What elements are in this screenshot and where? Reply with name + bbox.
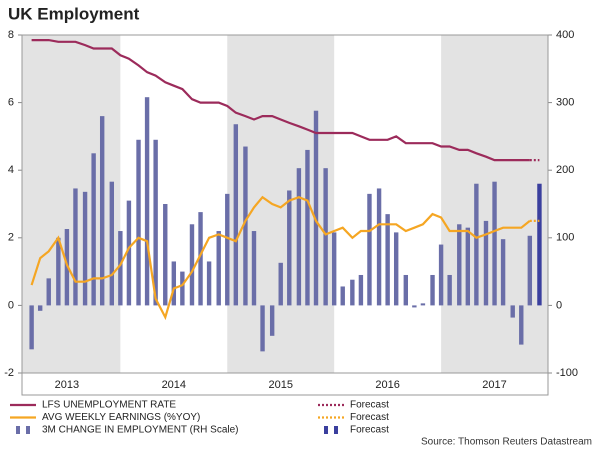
bar: [126, 200, 132, 306]
bar: [403, 274, 409, 306]
bar: [243, 146, 248, 306]
y2-tick-label: 400: [556, 29, 574, 41]
bar: [225, 193, 230, 306]
bar: [313, 110, 319, 306]
bar: [420, 303, 426, 306]
x-tick-label: 2013: [55, 379, 79, 391]
line: [31, 39, 530, 162]
bar: [492, 181, 497, 306]
bar: [527, 235, 533, 306]
bar: [82, 191, 88, 306]
x-tick-label: 2016: [375, 379, 399, 391]
chart-title: UK Employment: [8, 4, 140, 23]
bar: [260, 305, 265, 352]
bar: [350, 279, 355, 306]
bar: [305, 149, 310, 306]
bar: [144, 97, 150, 306]
bar: [287, 190, 292, 306]
bar: [56, 237, 61, 306]
source: Source: Thomson Reuters Datastream: [421, 437, 592, 448]
legend-swatch: [26, 426, 30, 434]
y-tick-label: 4: [8, 164, 14, 176]
y-tick-label: 0: [8, 299, 14, 311]
bar: [412, 305, 417, 308]
legend-label: LFS UNEMPLOYMENT RATE: [42, 400, 176, 411]
x-tick-label: 2015: [268, 379, 292, 391]
y2-tick-label: 100: [556, 232, 574, 244]
bar: [393, 232, 399, 306]
legend-label: Forecast: [350, 412, 389, 423]
bar: [331, 232, 337, 306]
y-tick-label: 6: [8, 97, 14, 109]
y2-tick-label: -100: [556, 367, 578, 379]
bar: [109, 181, 115, 306]
bar: [537, 183, 542, 306]
bar: [278, 262, 283, 306]
bar: [136, 139, 141, 306]
bar: [385, 214, 390, 306]
legend-swatch: [324, 426, 328, 434]
bar: [269, 305, 275, 336]
bar: [216, 231, 221, 306]
y-tick-label: -2: [4, 367, 14, 379]
bar: [73, 188, 78, 306]
bar: [46, 278, 51, 306]
bar: [180, 271, 185, 306]
bar: [233, 124, 239, 306]
bar: [99, 116, 105, 306]
legend-label: Forecast: [350, 400, 389, 411]
bar: [519, 305, 524, 345]
bar: [430, 274, 435, 306]
x-tick-label: 2014: [162, 379, 186, 391]
line: [30, 195, 531, 321]
bar: [447, 274, 452, 306]
bar: [340, 286, 345, 306]
y2-tick-label: 200: [556, 164, 574, 176]
bar: [206, 261, 212, 306]
bar: [29, 305, 34, 350]
plot-frame: [21, 34, 549, 396]
x-tick-label: 2017: [482, 379, 506, 391]
bar: [500, 239, 506, 306]
y-tick-label: 8: [8, 29, 14, 41]
bar: [198, 212, 203, 306]
legend-label: 3M CHANGE IN EMPLOYMENT (RH Scale): [42, 425, 239, 436]
bar: [474, 183, 479, 306]
y2-tick-label: 0: [556, 299, 562, 311]
legend-swatch: [16, 426, 20, 434]
year-band: [22, 35, 121, 373]
y-tick-label: 2: [8, 232, 14, 244]
bar: [358, 274, 364, 306]
bar: [483, 220, 489, 306]
bar: [510, 305, 515, 318]
bar: [296, 168, 302, 306]
bar: [153, 139, 158, 306]
bar: [91, 153, 96, 306]
bar: [376, 188, 382, 306]
bar: [438, 244, 444, 306]
legend-label: AVG WEEKLY EARNINGS (%YOY): [42, 412, 200, 423]
bar: [457, 224, 462, 306]
y2-tick-label: 300: [556, 97, 574, 109]
bar: [118, 231, 123, 306]
bar: [465, 227, 471, 306]
bar: [323, 168, 328, 306]
legend-swatch: [334, 426, 338, 434]
legend-label: Forecast: [350, 425, 389, 436]
bar: [37, 305, 43, 311]
bar: [163, 204, 168, 306]
bar: [171, 261, 177, 306]
bar: [189, 224, 195, 306]
bar: [251, 231, 257, 306]
bar: [367, 193, 372, 306]
